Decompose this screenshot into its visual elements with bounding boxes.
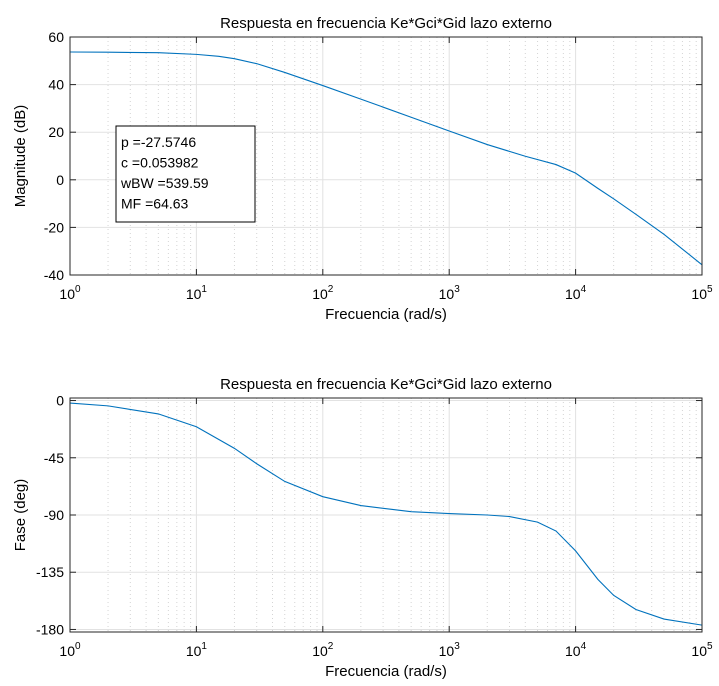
y-tick-label: -135 — [36, 564, 64, 580]
x-tick-label: 101 — [186, 284, 208, 302]
x-tick-label: 103 — [439, 284, 461, 302]
annotation-box: p =-27.5746 c =0.053982 wBW =539.59 MF =64.… — [115, 125, 256, 223]
y-axis-label: Magnitude (dB) — [12, 105, 29, 208]
x-tick-label: 103 — [439, 641, 461, 659]
series-line — [69, 51, 703, 266]
y-tick-label: -45 — [44, 450, 64, 466]
y-tick-label: 20 — [48, 124, 64, 140]
y-tick-label: -90 — [44, 507, 64, 523]
x-tick-label: 104 — [565, 641, 587, 659]
y-axis-label: Fase (deg) — [12, 479, 29, 552]
annotation-line: p =-27.5746 — [121, 134, 196, 150]
annotation-line: wBW =539.59 — [120, 175, 209, 191]
annotation-frame — [115, 125, 256, 223]
subplot-magnitude: 100 101 102 103 104 105 60 40 20 0 -20 -40 Respuesta… — [12, 15, 713, 323]
x-tick-label: 102 — [312, 284, 334, 302]
annotation-line: c =0.053982 — [121, 155, 199, 171]
y-tick-label: 60 — [48, 29, 64, 45]
x-tick-label: 101 — [186, 641, 208, 659]
series-line — [69, 402, 703, 626]
x-tick-label: 100 — [59, 641, 81, 659]
x-axis-label: Frecuencia (rad/s) — [325, 663, 447, 680]
x-axis-label: Frecuencia (rad/s) — [325, 306, 447, 323]
axes-frame — [69, 36, 703, 276]
y-tick-label: -40 — [44, 267, 64, 283]
chart-title: Respuesta en frecuencia Ke*Gci*Gid lazo … — [220, 15, 552, 32]
y-tick-label: 0 — [56, 172, 64, 188]
x-tick-label: 102 — [312, 641, 334, 659]
y-tick-label: 0 — [56, 393, 64, 409]
x-tick-label: 105 — [691, 284, 713, 302]
x-tick-label: 104 — [565, 284, 587, 302]
x-tick-label: 105 — [691, 641, 713, 659]
y-tick-label: 40 — [48, 77, 64, 93]
chart-title: Respuesta en frecuencia Ke*Gci*Gid lazo … — [220, 376, 552, 393]
subplot-phase: 100 101 102 103 104 105 0 -45 -90 -135 -180 Respues… — [12, 376, 713, 680]
annotation-line: MF =64.63 — [121, 196, 189, 212]
y-tick-label: -20 — [44, 219, 64, 235]
y-tick-label: -180 — [36, 621, 64, 637]
x-tick-label: 100 — [59, 284, 81, 302]
